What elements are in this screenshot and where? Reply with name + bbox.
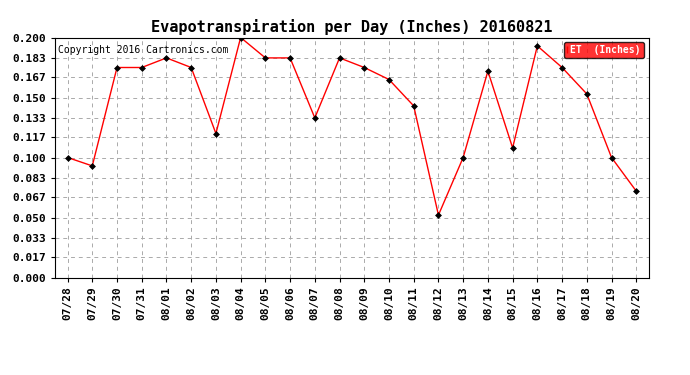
Title: Evapotranspiration per Day (Inches) 20160821: Evapotranspiration per Day (Inches) 2016… xyxy=(151,19,553,35)
Text: Copyright 2016 Cartronics.com: Copyright 2016 Cartronics.com xyxy=(58,45,228,55)
Legend: ET  (Inches): ET (Inches) xyxy=(564,42,644,58)
